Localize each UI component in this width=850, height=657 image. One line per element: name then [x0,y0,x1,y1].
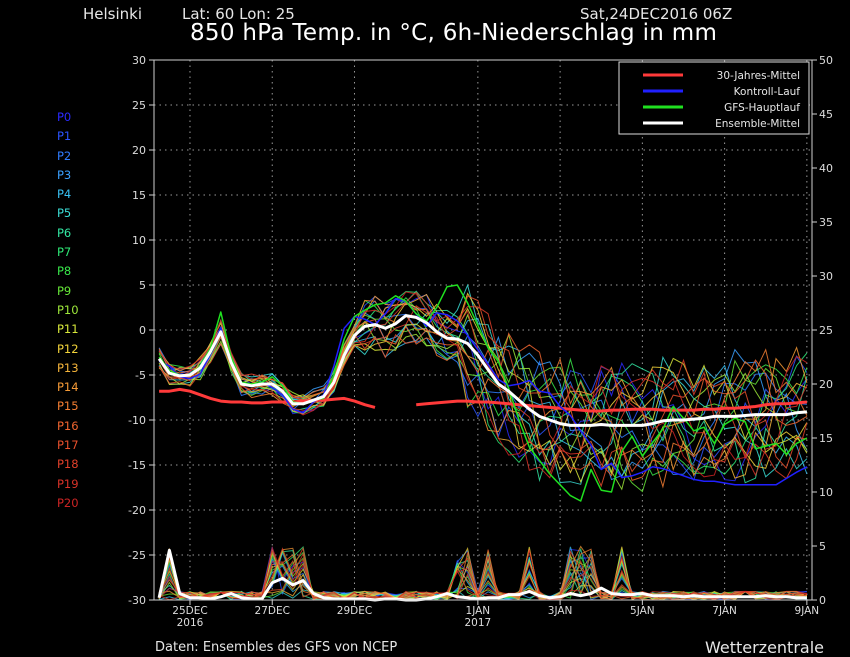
coords-label: Lat: 60 Lon: 25 [182,5,295,23]
data-source: Daten: Ensembles des GFS von NCEP [155,640,398,655]
y-right-tick-label: 15 [819,432,833,445]
y-left-tick-label: -15 [128,459,146,472]
member-line-p15 [158,299,808,489]
member-precip-p19 [158,549,807,601]
member-line-p17 [158,295,807,488]
plot-frame [153,59,813,601]
member-label-p20: P20 [57,495,79,510]
member-label-p4: P4 [57,187,72,202]
legend-label: 30-Jahres-Mittel [717,70,800,82]
member-label-p0: P0 [57,110,72,124]
series-30-jahres-mittel [159,387,808,413]
member-label-p8: P8 [57,264,72,279]
member-label-p7: P7 [57,245,72,260]
y-left-tick-label: -10 [128,414,146,427]
y-left-tick-label: 10 [132,234,146,247]
y-right-tick-label: 50 [819,54,833,67]
member-precip-p20 [158,545,807,601]
x-tick-label: 25DEC [172,605,207,617]
member-line-p14 [158,295,808,477]
member-label-p13: P13 [57,360,79,375]
chart-legend: 30-Jahres-Mittel Kontroll-Lauf GFS-Hauptla… [618,61,810,135]
y-right-tick-label: 0 [819,594,826,607]
member-line-p20 [158,291,808,478]
y-right-tick-label: 5 [819,540,826,553]
legend-label: Kontroll-Lauf [734,86,801,98]
y-left-tick-label: 25 [132,99,146,112]
member-label-p17: P17 [57,438,79,453]
run-time: Sat,24DEC2016 06Z [580,5,733,23]
member-line-p13 [158,293,808,479]
x-tick-label: 5JAN [630,605,655,617]
chart-title: 850 hPa Temp. in °C, 6h-Niederschlag in … [190,20,718,46]
member-label-p2: P2 [57,148,72,163]
y-left-tick-label: -20 [128,504,146,517]
chart-axes: 302520151050-5-10-15-20-25-3050454035302… [128,54,833,629]
member-label-p3: P3 [57,167,72,182]
series-ensemble-mittel-niederschlag [157,548,807,602]
member-line-p5 [158,283,808,485]
y-right-tick-label: 30 [819,270,833,283]
legend-label: GFS-Hauptlauf [724,102,800,114]
member-label-p11: P11 [57,322,79,337]
brand-label: Wetterzentrale [704,638,824,657]
y-right-tick-label: 40 [819,162,833,175]
member-label-p6: P6 [57,225,72,240]
member-label-p9: P9 [57,283,72,298]
series-ensemble-mittel [157,314,808,427]
x-tick-label: 1JAN [466,605,491,617]
y-left-tick-label: 15 [132,189,146,202]
member-labels: P0 P1 P2 P3 P4 P5 P6 P7 P8 P9 P10 P11 P12 P13 P14 P15 P1… [57,108,79,513]
x-tick-label: 9JAN [795,605,820,617]
chart-grid [154,60,812,600]
y-left-tick-label: 20 [132,144,146,157]
x-tick-label: 29DEC [337,605,372,617]
y-left-tick-label: 30 [132,54,146,67]
y-right-tick-label: 10 [819,486,833,499]
member-line-p9 [158,314,807,493]
y-right-tick-label: 45 [819,108,833,121]
member-label-p10: P10 [57,302,79,317]
member-label-p16: P16 [57,418,79,433]
member-label-p1: P1 [57,129,72,144]
y-left-tick-label: 0 [139,324,146,337]
x-tick-year: 2017 [464,617,491,629]
series-gfs-hauptlauf [158,284,808,502]
series-lines [157,284,808,602]
member-label-p15: P15 [57,399,79,414]
x-tick-label: 27DEC [255,605,290,617]
y-left-tick-label: -5 [135,369,146,382]
y-right-tick-label: 25 [819,324,833,337]
y-left-tick-label: -30 [128,594,146,607]
y-left-tick-label: -25 [128,549,146,562]
x-tick-label: 7JAN [712,605,737,617]
member-label-p19: P19 [57,476,79,491]
member-label-p12: P12 [57,341,79,356]
y-right-tick-label: 35 [819,216,833,229]
legend-label: Ensemble-Mittel [715,118,800,130]
member-label-p5: P5 [57,206,72,221]
member-label-p18: P18 [57,457,79,472]
location-label: Helsinki [83,5,143,23]
ensemble-member-lines [158,283,808,601]
x-tick-year: 2016 [177,617,204,629]
y-left-tick-label: 5 [139,279,146,292]
member-line-p18 [158,305,808,480]
member-label-p14: P14 [57,380,79,395]
x-tick-label: 3JAN [548,605,573,617]
y-right-tick-label: 20 [819,378,833,391]
